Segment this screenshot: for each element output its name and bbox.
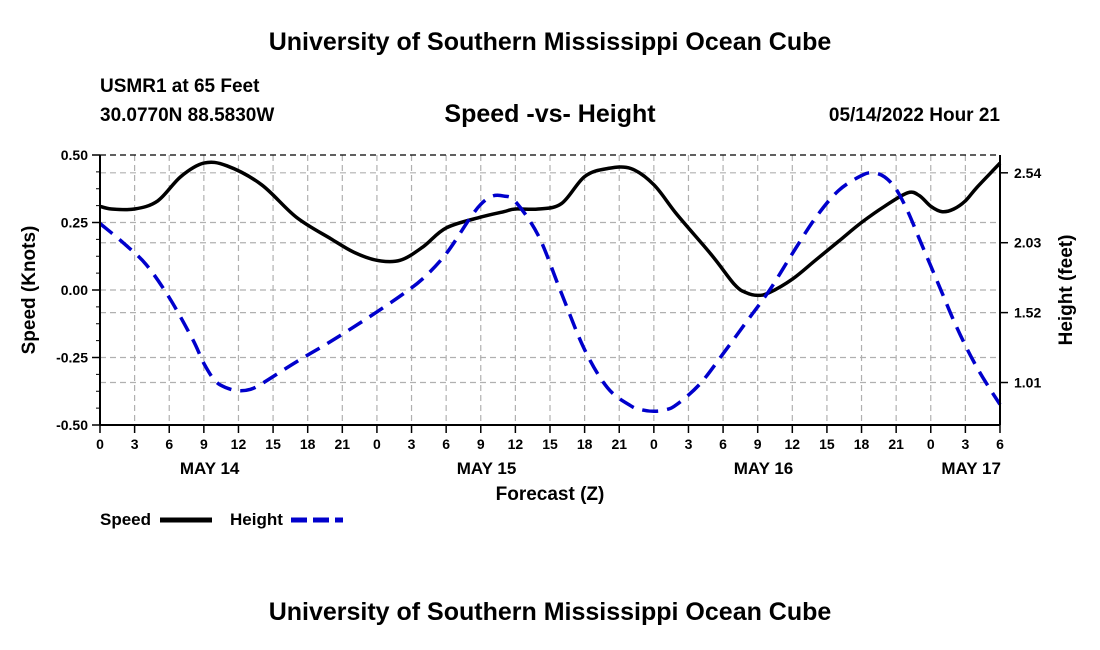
footer-title: University of Southern Mississippi Ocean… (268, 598, 832, 626)
x-tick-label: 0 (927, 436, 935, 452)
legend-height-label: Height (230, 510, 283, 529)
chart-main-title: University of Southern Mississippi Ocean… (268, 28, 832, 56)
y-tick-label: -0.50 (56, 417, 88, 433)
y2-tick-label: 1.52 (1014, 305, 1041, 321)
x-tick-label: 15 (265, 436, 281, 452)
x-tick-label: 6 (442, 436, 450, 452)
y2-tick-label: 2.03 (1014, 235, 1041, 251)
x-tick-label: 15 (542, 436, 558, 452)
x-tick-label: 21 (611, 436, 627, 452)
x-tick-label: 6 (719, 436, 727, 452)
x-tick-label: 12 (785, 436, 801, 452)
x-tick-label: 0 (96, 436, 104, 452)
x-tick-label: 9 (754, 436, 762, 452)
x-day-label: MAY 15 (457, 459, 517, 478)
x-tick-label: 6 (165, 436, 173, 452)
legend-speed-label: Speed (100, 510, 151, 529)
x-tick-label: 15 (819, 436, 835, 452)
x-tick-label: 12 (231, 436, 247, 452)
x-tick-label: 3 (961, 436, 969, 452)
station-label: USMR1 at 65 Feet (100, 76, 260, 97)
x-day-label: MAY 16 (734, 459, 794, 478)
x-tick-label: 0 (650, 436, 658, 452)
chart-subtitle: Speed -vs- Height (444, 100, 656, 128)
x-tick-label: 3 (408, 436, 416, 452)
x-tick-label: 6 (996, 436, 1004, 452)
x-tick-label: 18 (300, 436, 316, 452)
x-tick-label: 3 (685, 436, 693, 452)
y2-tick-label: 1.01 (1014, 375, 1041, 391)
x-tick-label: 9 (200, 436, 208, 452)
y-tick-label: -0.25 (56, 350, 88, 366)
x-axis-title: Forecast (Z) (496, 484, 605, 505)
x-tick-label: 18 (577, 436, 593, 452)
x-day-label: MAY 17 (941, 459, 1001, 478)
y2-axis-title: Height (feet) (1056, 235, 1077, 346)
x-tick-label: 0 (373, 436, 381, 452)
y-tick-label: 0.00 (61, 282, 88, 298)
x-tick-label: 9 (477, 436, 485, 452)
x-tick-label: 21 (888, 436, 904, 452)
y-tick-label: 0.25 (61, 215, 88, 231)
y2-tick-label: 2.54 (1014, 165, 1041, 181)
y-tick-label: 0.50 (61, 147, 88, 163)
x-tick-label: 3 (131, 436, 139, 452)
y-axis-title: Speed (Knots) (19, 226, 40, 355)
forecast-datetime: 05/14/2022 Hour 21 (828, 105, 1000, 126)
x-tick-label: 12 (508, 436, 524, 452)
coordinates-label: 30.0770N 88.5830W (100, 105, 275, 126)
x-tick-label: 21 (335, 436, 351, 452)
speed-series-line (99, 160, 1002, 298)
height-series-line (98, 170, 1002, 414)
x-day-label: MAY 14 (180, 459, 240, 478)
x-tick-label: 18 (854, 436, 870, 452)
